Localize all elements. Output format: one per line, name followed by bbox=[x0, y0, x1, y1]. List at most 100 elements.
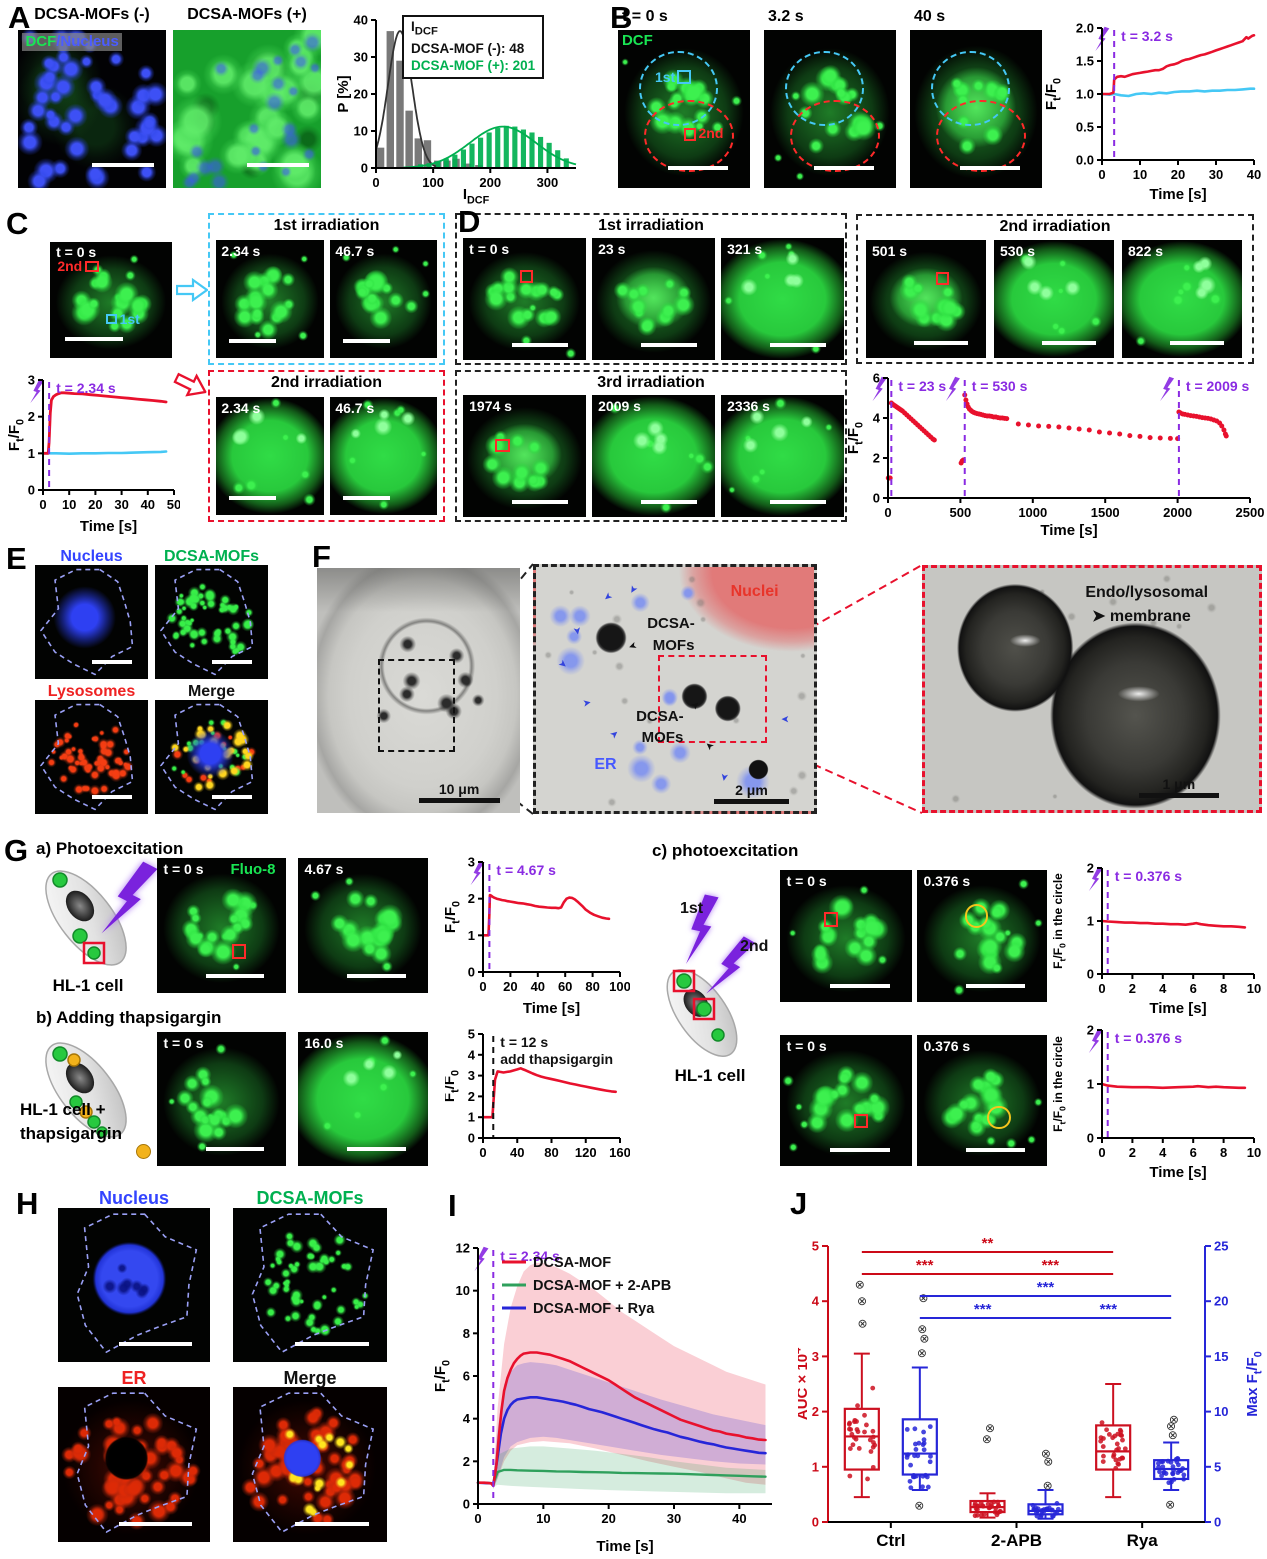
svg-text:t = 3.2 s: t = 3.2 s bbox=[1121, 28, 1173, 44]
svg-text:30: 30 bbox=[114, 497, 128, 512]
annotation-label: Fluo-8 bbox=[230, 861, 276, 879]
panel-label-h: H bbox=[16, 1186, 39, 1221]
svg-text:2: 2 bbox=[468, 891, 475, 906]
svg-text:P [%]: P [%] bbox=[336, 75, 352, 112]
micrograph-b-t0: DCF 1st 2nd bbox=[618, 30, 750, 188]
g-a-cell-label: HL-1 cell bbox=[52, 976, 124, 995]
annotation-label: DCSA- bbox=[636, 707, 684, 725]
svg-text:Ft/F0 in the circle: Ft/F0 in the circle bbox=[1051, 873, 1068, 969]
svg-text:6: 6 bbox=[873, 371, 880, 386]
time-label: 501 s bbox=[872, 242, 908, 259]
micrograph-h-nucleus bbox=[58, 1208, 210, 1362]
scalebar-group bbox=[347, 974, 406, 979]
chart-ga-ft-f0: t = 4.67 s 0 20 40 60 80 100 0 1 2 3 Time [s] Ft/F0 bbox=[445, 855, 630, 1018]
d-first-irradiation-box: 1st irradiation bbox=[455, 213, 847, 365]
svg-text:60: 60 bbox=[558, 979, 572, 994]
svg-text:⊗: ⊗ bbox=[917, 1346, 927, 1360]
svg-text:20: 20 bbox=[88, 497, 102, 512]
svg-text:0.5: 0.5 bbox=[1076, 120, 1094, 135]
micrograph-h-mofs bbox=[233, 1208, 387, 1362]
chart-i-ft-f0-inhibitors: t = 2.34 s 0 10 20 30 40 0 2 4 6 8 10 12 Time [s] Ft/F… bbox=[432, 1241, 772, 1555]
svg-text:40: 40 bbox=[141, 497, 155, 512]
scalebar-group bbox=[814, 165, 874, 170]
scalebar bbox=[960, 165, 1020, 170]
time-label: 4.67 s bbox=[304, 861, 344, 878]
svg-text:Time [s]: Time [s] bbox=[1149, 1000, 1206, 1017]
cell-outline bbox=[35, 700, 148, 814]
micrograph-gc-row2-0376: 0.376 s bbox=[917, 1035, 1047, 1166]
svg-text:2: 2 bbox=[468, 1089, 475, 1104]
micrograph-e-lysosomes bbox=[35, 700, 148, 814]
panel-label-g: G bbox=[4, 833, 29, 868]
scalebar bbox=[211, 659, 253, 664]
scalebar-group bbox=[770, 499, 826, 504]
micrograph-c-1st-467: 46.7 s bbox=[330, 240, 437, 358]
scalebar bbox=[830, 983, 890, 988]
svg-text:Max Ft/F0: Max Ft/F0 bbox=[1244, 1351, 1265, 1416]
annotation-label: 1st bbox=[119, 310, 140, 327]
svg-text:3: 3 bbox=[812, 1349, 819, 1364]
svg-text:2: 2 bbox=[873, 451, 880, 466]
svg-text:3: 3 bbox=[28, 373, 35, 388]
svg-text:Time [s]: Time [s] bbox=[1149, 186, 1206, 203]
arrowhead-icon: ➤ bbox=[780, 713, 790, 725]
annotation-label: MOFs bbox=[641, 729, 684, 747]
scalebar bbox=[668, 165, 728, 170]
svg-text:6: 6 bbox=[1190, 981, 1197, 996]
scalebar-group bbox=[512, 499, 568, 504]
roi-box bbox=[658, 654, 767, 743]
svg-text:0: 0 bbox=[372, 175, 379, 190]
arrowhead-icon: ➤ bbox=[556, 657, 570, 672]
svg-text:5: 5 bbox=[812, 1239, 819, 1254]
svg-text:5: 5 bbox=[468, 1027, 475, 1042]
scalebar-group bbox=[342, 339, 390, 344]
svg-text:100: 100 bbox=[422, 175, 444, 190]
laser-bolt-icon bbox=[706, 936, 756, 994]
svg-text:10: 10 bbox=[354, 124, 368, 139]
svg-text:6: 6 bbox=[1190, 1145, 1197, 1160]
time-label: t = 0 s bbox=[163, 861, 204, 878]
svg-text:t = 12 s: t = 12 s bbox=[500, 1034, 548, 1050]
micrograph-ga-467s: 4.67 s bbox=[298, 858, 428, 993]
cell-outline bbox=[58, 1208, 210, 1362]
image-title-dcsa-neg: DCSA-MOFs (-) bbox=[34, 6, 150, 23]
svg-text:40: 40 bbox=[531, 979, 545, 994]
svg-text:10: 10 bbox=[62, 497, 76, 512]
svg-text:40: 40 bbox=[1247, 167, 1261, 182]
svg-text:1: 1 bbox=[468, 928, 475, 943]
tem-overview: 10 μm bbox=[317, 568, 520, 813]
scalebar bbox=[92, 162, 155, 167]
svg-text:⊗: ⊗ bbox=[982, 1432, 992, 1446]
svg-text:0: 0 bbox=[463, 1497, 470, 1512]
scalebar bbox=[247, 162, 310, 167]
svg-text:Rya: Rya bbox=[1127, 1531, 1159, 1550]
svg-text:20: 20 bbox=[601, 1511, 615, 1526]
hl1-cell-cartoon-a bbox=[45, 861, 158, 966]
scalebar bbox=[294, 1521, 369, 1526]
cyan-block-arrow-icon bbox=[176, 278, 208, 302]
cell-outline bbox=[35, 565, 148, 679]
scalebar bbox=[641, 342, 697, 347]
panel-label-d: D bbox=[458, 204, 481, 239]
svg-text:DCSA-MOF + 2-APB: DCSA-MOF + 2-APB bbox=[533, 1278, 671, 1294]
annotation-label: 1st bbox=[654, 68, 676, 85]
svg-text:12: 12 bbox=[456, 1241, 470, 1256]
svg-text:t = 530 s: t = 530 s bbox=[972, 378, 1028, 394]
svg-text:2: 2 bbox=[812, 1404, 819, 1419]
scalebar bbox=[914, 341, 968, 346]
scalebar-group bbox=[228, 496, 277, 501]
scalebar bbox=[1138, 793, 1219, 799]
scalebar bbox=[64, 337, 124, 342]
time-title-b32: 3.2 s bbox=[768, 8, 804, 25]
chart-c-ft-f0: t = 2.34 s 0 10 20 30 40 50 0 1 2 3 Time [s] Ft/F0 bbox=[8, 373, 180, 536]
time-label: 46.7 s bbox=[335, 399, 375, 416]
scalebar bbox=[342, 496, 390, 501]
svg-text:Ft/F0: Ft/F0 bbox=[848, 422, 866, 454]
svg-text:Ft/F0: Ft/F0 bbox=[445, 1070, 462, 1102]
scalebar-group: 2 μm bbox=[713, 782, 789, 804]
annotation-label: DCSA- bbox=[647, 614, 695, 632]
svg-text:⊗: ⊗ bbox=[1169, 1412, 1179, 1426]
roi-box bbox=[377, 658, 456, 752]
stain-label-group: DCF bbox=[622, 33, 653, 49]
